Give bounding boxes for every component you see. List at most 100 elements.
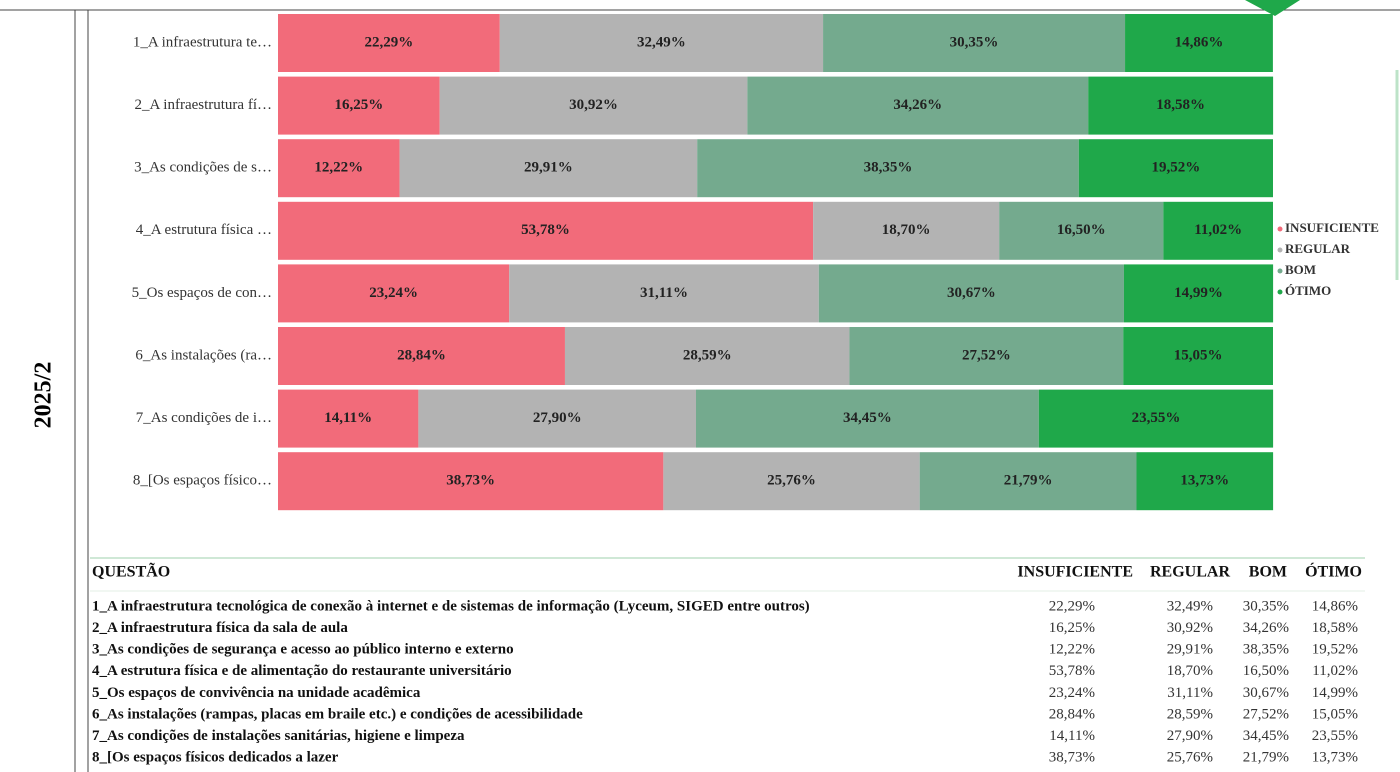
bar-segment xyxy=(278,389,419,448)
legend-label: INSUFICIENTE xyxy=(1285,220,1379,235)
value-label: 14,99% xyxy=(1174,285,1223,301)
legend-label: BOM xyxy=(1285,262,1316,277)
bar-segment xyxy=(919,452,1137,511)
bar-segment xyxy=(695,389,1039,448)
table-question: 8_[Os espaços físicos dedicados a lazer xyxy=(92,750,339,766)
bar-segment xyxy=(564,327,850,385)
bar-segment xyxy=(849,327,1124,385)
table-cell: 23,55% xyxy=(1312,728,1358,744)
bar-segment xyxy=(278,327,565,385)
table-cell: 30,67% xyxy=(1243,685,1289,701)
table-question: 2_A infraestrutura física da sala de aul… xyxy=(92,620,348,636)
corner-decoration xyxy=(1245,0,1300,16)
value-label: 30,92% xyxy=(569,97,618,113)
value-label: 34,26% xyxy=(893,97,942,113)
value-label: 38,73% xyxy=(446,473,495,489)
table-header: REGULAR xyxy=(1150,564,1230,581)
value-label: 28,59% xyxy=(683,347,732,363)
value-label: 15,05% xyxy=(1174,347,1223,363)
value-label: 23,55% xyxy=(1132,410,1181,426)
value-label: 21,79% xyxy=(1004,473,1053,489)
table-question: 1_A infraestrutura tecnológica de conexã… xyxy=(92,598,810,614)
category-label: 4_A estrutura física … xyxy=(136,222,272,238)
bar-segment xyxy=(1125,14,1273,72)
bar-segment xyxy=(1088,76,1274,135)
table-cell: 18,70% xyxy=(1167,663,1213,679)
bar-segment xyxy=(278,139,400,198)
table-cell: 34,45% xyxy=(1243,728,1289,744)
value-label: 13,73% xyxy=(1180,473,1229,489)
table-cell: 23,24% xyxy=(1049,685,1095,701)
table-question: 6_As instalações (rampas, placas em brai… xyxy=(92,706,583,722)
table-cell: 38,73% xyxy=(1049,750,1095,766)
bar-segment xyxy=(818,264,1124,323)
value-label: 28,84% xyxy=(397,347,446,363)
value-label: 18,58% xyxy=(1156,97,1205,113)
table-cell: 13,73% xyxy=(1312,750,1358,766)
bar-segment xyxy=(278,264,510,323)
table-header: INSUFICIENTE xyxy=(1017,564,1133,581)
category-label: 3_As condições de s… xyxy=(134,160,272,176)
value-label: 12,22% xyxy=(314,160,363,176)
table-cell: 25,76% xyxy=(1167,750,1213,766)
value-label: 11,02% xyxy=(1194,222,1242,238)
legend-marker xyxy=(1277,226,1283,232)
table-cell: 28,84% xyxy=(1049,706,1095,722)
bar-segment xyxy=(509,264,819,323)
value-label: 23,24% xyxy=(369,285,418,301)
table-question: 7_As condições de instalações sanitárias… xyxy=(92,728,465,744)
table-cell: 34,26% xyxy=(1243,620,1289,636)
value-label: 14,11% xyxy=(324,410,372,426)
bar-segment xyxy=(1136,452,1274,511)
value-label: 18,70% xyxy=(882,222,931,238)
table-cell: 19,52% xyxy=(1312,642,1358,658)
table-cell: 30,92% xyxy=(1167,620,1213,636)
value-label: 29,91% xyxy=(524,160,573,176)
value-label: 25,76% xyxy=(767,473,816,489)
value-label: 16,25% xyxy=(334,97,383,113)
table-header: ÓTIMO xyxy=(1305,562,1362,581)
bar-segment xyxy=(697,139,1079,198)
period-label: 2025/2 xyxy=(31,362,57,429)
table-cell: 22,29% xyxy=(1049,598,1095,614)
bar-segment xyxy=(1038,389,1274,448)
bar-segment xyxy=(399,139,698,198)
value-label: 31,11% xyxy=(640,285,688,301)
value-label: 19,52% xyxy=(1152,160,1201,176)
value-label: 32,49% xyxy=(637,34,686,50)
legend-marker xyxy=(1277,247,1283,253)
legend-marker xyxy=(1277,289,1283,295)
table-cell: 32,49% xyxy=(1167,598,1213,614)
bar-segment xyxy=(278,76,440,135)
table-header: BOM xyxy=(1249,564,1287,581)
table-cell: 16,25% xyxy=(1049,620,1095,636)
table-cell: 11,02% xyxy=(1312,663,1358,679)
legend-marker xyxy=(1277,268,1283,274)
bar-segment xyxy=(1123,327,1273,385)
value-label: 16,50% xyxy=(1057,222,1106,238)
table-cell: 38,35% xyxy=(1243,642,1289,658)
table-cell: 15,05% xyxy=(1312,706,1358,722)
legend-label: REGULAR xyxy=(1285,241,1351,256)
table-cell: 27,90% xyxy=(1167,728,1213,744)
bar-segment xyxy=(439,76,748,135)
value-label: 53,78% xyxy=(521,222,570,238)
bar-segment xyxy=(278,452,664,511)
category-label: 6_As instalações (ra… xyxy=(135,347,272,363)
table-cell: 31,11% xyxy=(1167,685,1213,701)
bar-segment xyxy=(823,14,1126,72)
bar-segment xyxy=(278,14,500,72)
value-label: 38,35% xyxy=(864,160,913,176)
bar-segment xyxy=(1078,139,1273,198)
table-question: 4_A estrutura física e de alimentação do… xyxy=(92,663,512,679)
table-cell: 53,78% xyxy=(1049,663,1095,679)
table-cell: 28,59% xyxy=(1167,706,1213,722)
bar-segment xyxy=(747,76,1089,135)
value-label: 30,35% xyxy=(950,34,999,50)
category-label: 5_Os espaços de con… xyxy=(132,285,272,301)
value-label: 14,86% xyxy=(1175,34,1224,50)
table-cell: 12,22% xyxy=(1049,642,1095,658)
bar-segment xyxy=(813,201,1000,260)
table-cell: 30,35% xyxy=(1243,598,1289,614)
